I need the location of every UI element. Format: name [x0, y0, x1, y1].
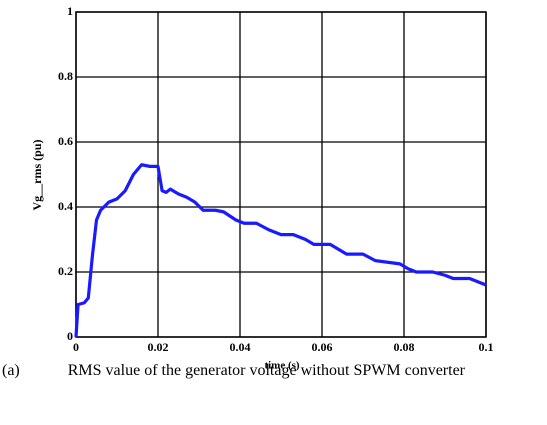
x-tick-label: 0.02 — [148, 340, 169, 354]
y-tick-label: 0.4 — [58, 199, 73, 213]
plot-frame — [75, 11, 487, 338]
x-tick-label: 0.04 — [230, 340, 251, 354]
x-tick-label: 0.08 — [394, 340, 415, 354]
x-tick-label: 0.1 — [479, 340, 494, 354]
x-axis-label: time (s) — [264, 360, 299, 372]
y-tick-label: 1 — [67, 4, 73, 18]
x-tick-label: 0 — [73, 340, 79, 354]
y-tick-label: 0.8 — [58, 69, 73, 83]
x-tick-label: 0.06 — [312, 340, 333, 354]
y-tick-label: 0.6 — [58, 134, 73, 148]
caption: (a) RMS value of the generator voltage w… — [2, 362, 465, 379]
y-tick-label: 0 — [67, 329, 73, 343]
chart: time (s) Vg__rms (pu) 0 0.2 0.4 0.6 0.8 1 0 0.0… — [30, 4, 494, 372]
y-tick-label: 0.2 — [58, 264, 73, 278]
y-axis-label: Vg__rms (pu) — [30, 139, 44, 210]
line — [74, 163, 487, 338]
